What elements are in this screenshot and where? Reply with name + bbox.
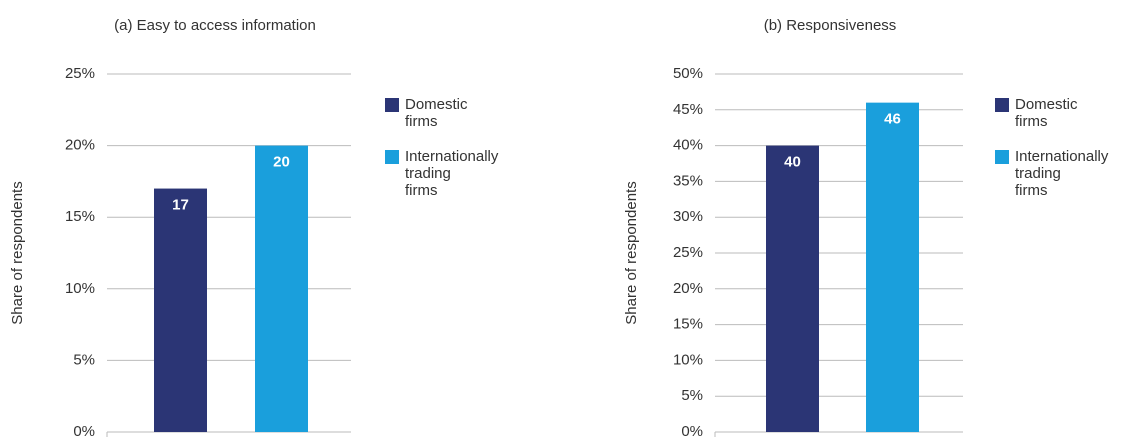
legend-item: Internationally trading firms [995,148,1108,199]
y-tick-label: 0% [73,423,95,437]
y-tick-label: 15% [673,316,703,333]
y-tick-label: 0% [681,423,703,437]
bar [866,102,919,432]
legend-swatch [995,150,1009,164]
y-tick-label: 35% [673,172,703,189]
y-tick-label: 20% [673,280,703,297]
legend-swatch [385,150,399,164]
chart-title: (b) Responsiveness [764,17,897,34]
legend-item: Domestic firms [995,96,1093,130]
legend: Domestic firms Internationally trading fi… [385,96,498,217]
legend-swatch [385,98,399,112]
y-tick-label: 10% [673,351,703,368]
bar [255,145,308,432]
legend-label: Internationally trading firms [1015,148,1109,199]
y-tick-label: 20% [65,137,95,154]
bar [766,145,819,432]
y-tick-label: 5% [73,351,95,368]
y-tick-label: 30% [673,208,703,225]
y-tick-label: 5% [681,387,703,404]
chart-title: (a) Easy to access information [114,17,316,34]
y-tick-label: 40% [673,137,703,154]
y-axis-label: Share of respondents [623,181,640,324]
y-axis-label: Share of respondents [9,181,26,324]
legend-label: Domestic firms [1015,96,1078,130]
legend-swatch [995,98,1009,112]
value-label: 17 [172,197,189,214]
y-tick-label: 45% [673,101,703,118]
value-label: 46 [884,111,901,128]
y-tick-label: 15% [65,208,95,225]
legend-item: Domestic firms [385,96,483,130]
bar [154,188,207,432]
legend: Domestic firms Internationally trading fi… [995,96,1108,217]
value-label: 40 [784,154,801,171]
legend-label: Internationally trading firms [405,148,499,199]
value-label: 20 [273,154,290,171]
y-tick-label: 25% [65,65,95,82]
y-tick-label: 25% [673,244,703,261]
legend-label: Domestic firms [405,96,468,130]
y-tick-label: 50% [673,65,703,82]
y-tick-label: 10% [65,280,95,297]
legend-item: Internationally trading firms [385,148,498,199]
